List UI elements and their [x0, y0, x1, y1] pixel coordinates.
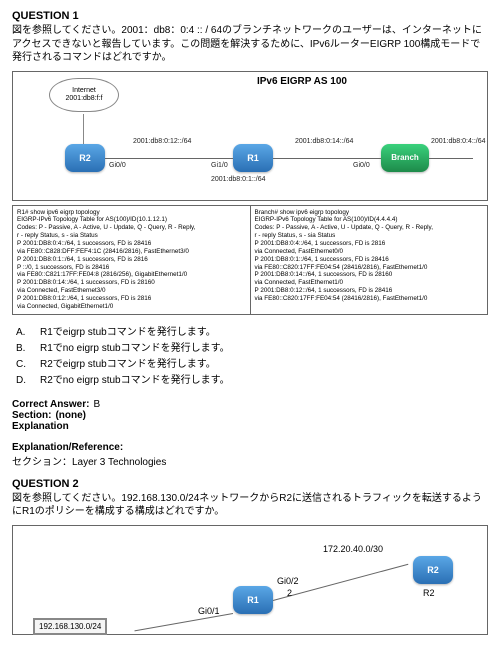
cli-output-r1: R1# show ipv6 eigrp topology EIGRP-IPv6 … — [12, 205, 251, 315]
r1-label: R1 — [247, 153, 259, 163]
q1-title: QUESTION 1 — [12, 10, 488, 22]
choice-b: B. R1でno eigrp stubコマンドを発行します。 — [16, 341, 488, 357]
cli-output-branch: Branch# show ipv6 eigrp topology EIGRP-I… — [251, 205, 489, 315]
choice-letter: C. — [16, 357, 30, 373]
q2-gi02: Gi0/2 — [277, 576, 299, 586]
q1-diagram: IPv6 EIGRP AS 100 Internet 2001:db8:f:f … — [12, 71, 488, 201]
wire-r1-branch — [273, 158, 381, 159]
router-r2: R2 — [65, 144, 105, 172]
expref-hdr: Explanation/Reference: — [12, 442, 488, 453]
choice-text: R2でno eigrp stubコマンドを発行します。 — [40, 373, 230, 389]
section-value: (none) — [55, 410, 86, 421]
net-bottom: 2001:db8:0:1::/64 — [211, 176, 266, 183]
router-r1: R1 — [233, 144, 273, 172]
q2-diagram: R1 R2 172.20.40.0/30 Gi0/2 2 Gi0/1 R2 19… — [12, 525, 488, 635]
correct-answer-label: Correct Answer: — [12, 399, 89, 410]
choice-text: R1でeigrp stubコマンドを発行します。 — [40, 325, 216, 341]
q2-net-top: 172.20.40.0/30 — [323, 544, 383, 554]
gi00-right: Gi0/0 — [353, 162, 370, 169]
q2-router-r2: R2 — [413, 556, 453, 584]
q2-host-box: 192.168.130.0/24 — [33, 618, 107, 635]
q2-num2: 2 — [287, 588, 292, 598]
q1-cli-outputs: R1# show ipv6 eigrp topology EIGRP-IPv6 … — [12, 205, 488, 315]
choice-text: R2でeigrp stubコマンドを発行します。 — [40, 357, 216, 373]
gi00-left: Gi0/0 — [109, 162, 126, 169]
r2-label: R2 — [79, 153, 91, 163]
choice-letter: A. — [16, 325, 30, 341]
router-branch: Branch — [381, 144, 429, 172]
net-top-left: 2001:db8:0:12::/64 — [133, 138, 191, 145]
question-2: QUESTION 2 図を参照してください。192.168.130.0/24ネッ… — [12, 478, 488, 635]
q2-r2-name: R2 — [423, 588, 435, 598]
q2-gi01: Gi0/1 — [198, 606, 220, 616]
q2-router-r1: R1 — [233, 586, 273, 614]
question-1: QUESTION 1 図を参照してください。2001：db8：0:4 :: / … — [12, 10, 488, 468]
choice-letter: D. — [16, 373, 30, 389]
q2-r2-label: R2 — [427, 565, 439, 575]
as-title: IPv6 EIGRP AS 100 — [257, 76, 347, 87]
q2-prompt: 図を参照してください。192.168.130.0/24ネットワークからR2に送信… — [12, 492, 488, 519]
q1-answer-block: Correct Answer: B Section: (none) Explan… — [12, 399, 488, 432]
wire-branch-end — [429, 158, 473, 159]
branch-label: Branch — [391, 153, 419, 162]
gi10: Gi1/0 — [211, 162, 228, 169]
cloud-line1: Internet — [50, 87, 118, 95]
correct-answer-value: B — [93, 399, 100, 410]
choice-text: R1でno eigrp stubコマンドを発行します。 — [40, 341, 230, 357]
choice-letter: B. — [16, 341, 30, 357]
net-top-right: 2001:db8:0:14::/64 — [295, 138, 353, 145]
q1-prompt: 図を参照してください。2001：db8：0:4 :: / 64のブランチネットワ… — [12, 24, 488, 65]
choice-d: D. R2でno eigrp stubコマンドを発行します。 — [16, 373, 488, 389]
choice-a: A. R1でeigrp stubコマンドを発行します。 — [16, 325, 488, 341]
choice-c: C. R2でeigrp stubコマンドを発行します。 — [16, 357, 488, 373]
q2-title: QUESTION 2 — [12, 478, 488, 490]
q1-explanation-ref: Explanation/Reference: セクション：Layer 3 Tec… — [12, 442, 488, 468]
explanation-hdr: Explanation — [12, 421, 488, 432]
wire-r2-r1 — [105, 158, 233, 159]
internet-cloud: Internet 2001:db8:f:f — [49, 78, 119, 112]
net-far: 2001:db8:0:4::/64 — [431, 138, 486, 145]
expref-line: セクション：Layer 3 Technologies — [12, 453, 488, 468]
cloud-line2: 2001:db8:f:f — [50, 95, 118, 103]
q1-choices: A. R1でeigrp stubコマンドを発行します。 B. R1でno eigrp… — [16, 325, 488, 389]
q2-r1-label: R1 — [247, 595, 259, 605]
cloud-link — [83, 114, 84, 144]
section-label: Section: — [12, 410, 51, 421]
